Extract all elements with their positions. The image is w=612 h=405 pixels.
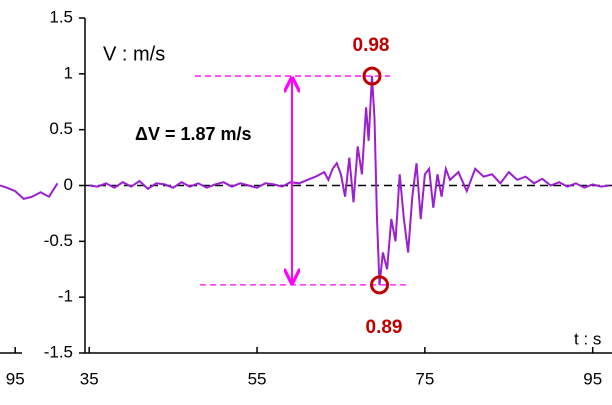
y-tick-label: -1.5 <box>44 342 73 361</box>
y-tick-label: 0 <box>64 175 73 194</box>
trough-label: 0.89 <box>366 317 403 338</box>
delta-label: ΔV = 1.87 m/s <box>135 124 252 144</box>
y-tick-label: -1 <box>58 287 73 306</box>
x-tick-label: 35 <box>80 369 99 388</box>
y-axis-label: V : m/s <box>103 43 165 65</box>
x-tick-label: 55 <box>248 369 267 388</box>
y-tick-label: -0.5 <box>44 231 73 250</box>
x-tick-label: 95 <box>6 369 25 388</box>
x-axis-label: t : s <box>574 329 601 348</box>
trough-marker <box>370 275 390 295</box>
x-tick-label: 95 <box>583 369 602 388</box>
data-line <box>89 76 610 286</box>
y-tick-label: 1 <box>64 63 73 82</box>
peak-marker <box>362 66 382 86</box>
data-line <box>0 182 59 201</box>
y-tick-label: 1.5 <box>49 7 73 26</box>
y-tick-label: 0.5 <box>49 119 73 138</box>
x-tick-label: 75 <box>415 369 434 388</box>
peak-label: 0.98 <box>353 35 390 56</box>
